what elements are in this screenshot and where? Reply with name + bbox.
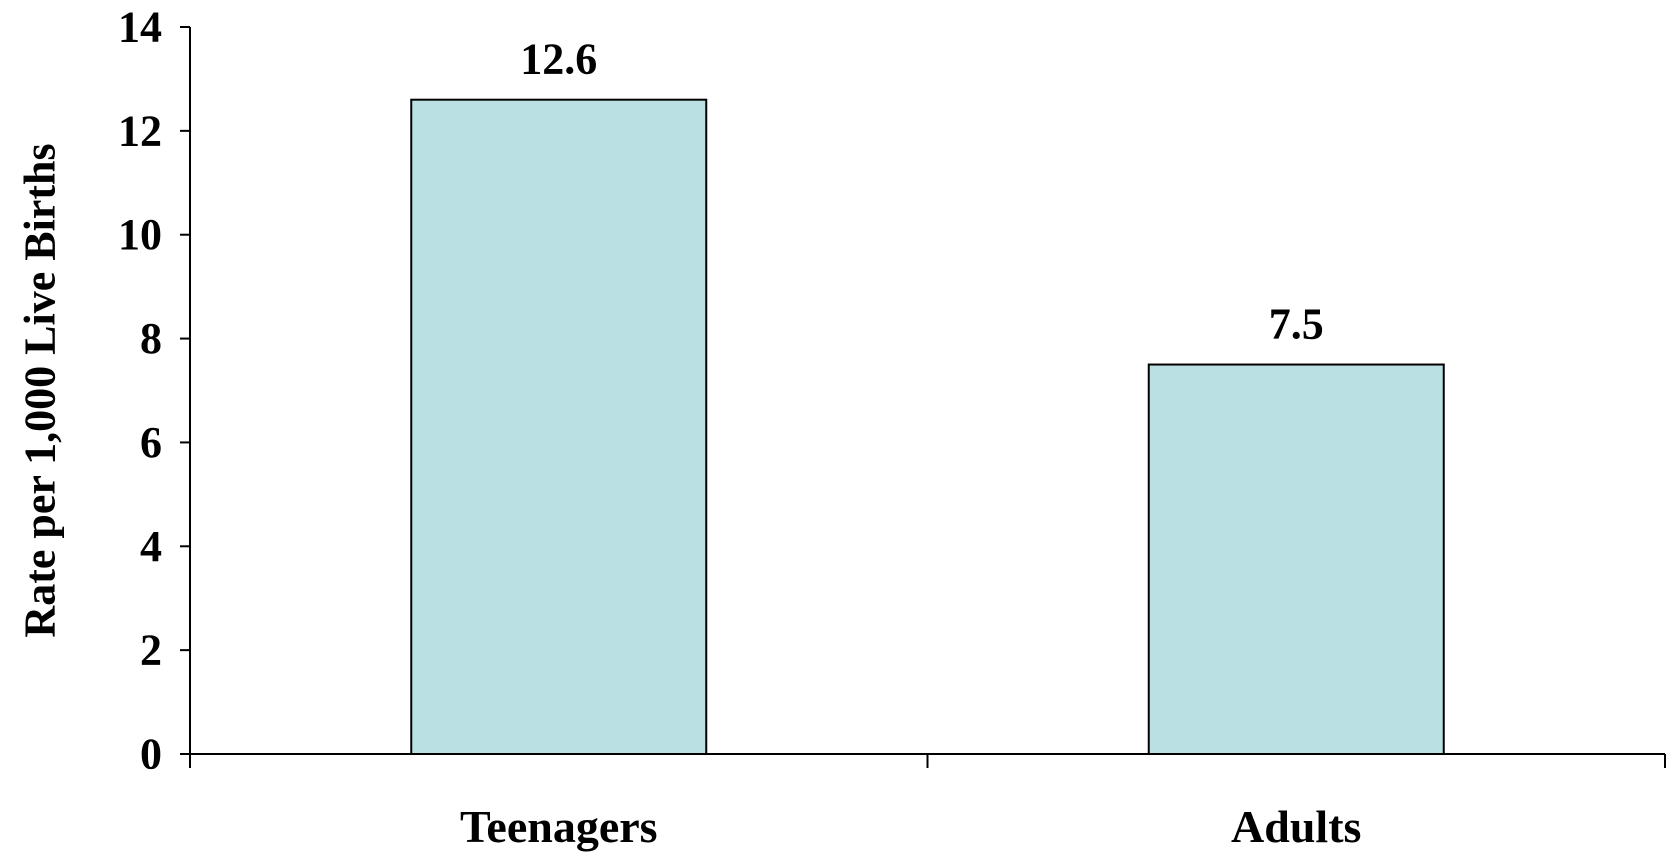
- y-tick-label: 2: [140, 626, 162, 675]
- y-tick-label: 8: [140, 314, 162, 363]
- y-tick-label: 6: [140, 418, 162, 467]
- y-axis-title: Rate per 1,000 Live Births: [16, 143, 65, 637]
- y-ticks-group: 0 2 4 6 8 10 12 14: [118, 3, 190, 779]
- x-tick-label-teenagers: Teenagers: [460, 801, 658, 852]
- y-tick-label: 0: [140, 730, 162, 779]
- y-tick-label: 4: [140, 522, 162, 571]
- bars-group: [410, 98, 1445, 755]
- bar-adults: [1147, 363, 1445, 755]
- y-axis-title-group: Rate per 1,000 Live Births: [16, 143, 65, 637]
- y-tick-label: 14: [118, 3, 162, 52]
- bar-teenagers: [410, 98, 708, 755]
- data-label-teenagers: 12.6: [520, 35, 597, 84]
- y-tick-label: 12: [118, 106, 162, 155]
- x-ticks-group: Teenagers Adults: [189, 754, 1666, 852]
- x-tick-label-adults: Adults: [1231, 801, 1361, 852]
- data-label-adults: 7.5: [1269, 300, 1324, 349]
- y-tick-label: 10: [118, 210, 162, 259]
- data-labels-group: 12.6 7.5: [520, 35, 1324, 349]
